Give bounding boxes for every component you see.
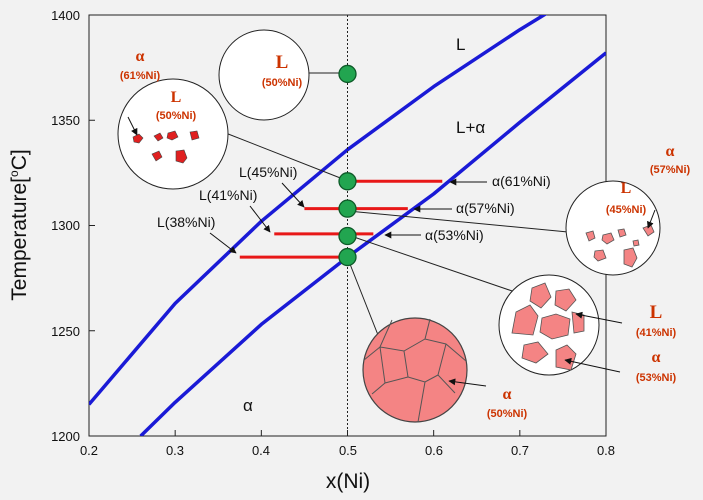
x-tick-label: 0.5 [339, 443, 357, 458]
phase-label: α [652, 349, 661, 366]
tie-line-annotations: L(45%Ni) L(41%Ni) L(38%Ni) α(61%Ni) α(57… [157, 164, 551, 243]
state-point [338, 226, 357, 246]
x-tick-label: 0.4 [252, 443, 270, 458]
microstructure-growth: α (57%Ni) L (45%Ni) [565, 143, 691, 276]
phase-composition: (50%Ni) [156, 110, 197, 122]
phase-label: L [621, 180, 632, 197]
state-point [338, 64, 357, 84]
y-tick-label: 1250 [51, 324, 80, 339]
region-label-solid: α [243, 396, 253, 415]
liquid-label-3: L(38%Ni) [157, 214, 215, 230]
microstructure-liquid: L (50%Ni) [218, 29, 310, 121]
region-label-liquid: L [456, 35, 465, 54]
solid-label-3: α(53%Ni) [425, 227, 484, 243]
axis-ticks [88, 14, 607, 437]
phase-composition: (45%Ni) [606, 204, 647, 216]
phase-composition: (41%Ni) [636, 327, 677, 339]
leader-line-3 [347, 210, 569, 233]
phase-composition: (57%Ni) [650, 164, 691, 176]
phase-label: α [666, 143, 675, 160]
x-tick-label: 0.3 [166, 443, 184, 458]
arrow [209, 232, 237, 254]
liquid-label-1: L(45%Ni) [239, 164, 297, 180]
state-point [338, 247, 357, 267]
x-tick-label: 0.6 [425, 443, 443, 458]
microstructure-solid: α (50%Ni) [362, 317, 528, 423]
phase-composition: (61%Ni) [120, 70, 161, 82]
microstructure-mostly-solid: L (41%Ni) α (53%Ni) [498, 274, 677, 384]
x-tick-label: 0.7 [511, 443, 529, 458]
leader-line-4 [347, 234, 519, 294]
microstructure-nucleation: α (61%Ni) L (50%Ni) [117, 48, 229, 190]
y-tick-label: 1400 [51, 8, 80, 23]
x-tick-label: 0.2 [80, 443, 98, 458]
phase-label: L [650, 302, 663, 323]
state-points [338, 64, 357, 267]
solid-label-1: α(61%Ni) [492, 173, 551, 189]
arrow [281, 182, 305, 208]
x-tick-labels: 0.2 0.3 0.4 0.5 0.6 0.7 0.8 [80, 443, 615, 458]
leader-line-2 [217, 129, 349, 182]
arrow [249, 205, 271, 233]
phase-label: α [136, 48, 145, 65]
leader-lines [217, 72, 569, 336]
solid-label-2: α(57%Ni) [456, 200, 515, 216]
annotation-arrows [209, 178, 487, 254]
phase-label: L [276, 52, 289, 73]
phase-composition: (50%Ni) [487, 408, 528, 420]
phase-composition: (53%Ni) [636, 372, 677, 384]
phase-label: α [503, 386, 512, 403]
liquid-label-2: L(41%Ni) [199, 187, 257, 203]
state-point [338, 172, 357, 191]
y-tick-label: 1300 [51, 218, 80, 233]
y-tick-label: 1350 [51, 113, 80, 128]
y-axis-label: Temperature[oC] [7, 149, 31, 300]
x-tick-label: 0.8 [597, 443, 615, 458]
region-label-two-phase: L+α [456, 118, 485, 137]
state-point [338, 199, 357, 218]
leader-line-5 [347, 258, 379, 336]
y-tick-label: 1200 [51, 429, 80, 444]
liquidus-curve [89, 15, 548, 406]
phase-composition: (50%Ni) [262, 77, 303, 89]
phase-label: L [171, 89, 182, 106]
y-tick-labels: 1200 1250 1300 1350 1400 [51, 8, 80, 444]
x-axis-label: x(Ni) [326, 470, 370, 493]
